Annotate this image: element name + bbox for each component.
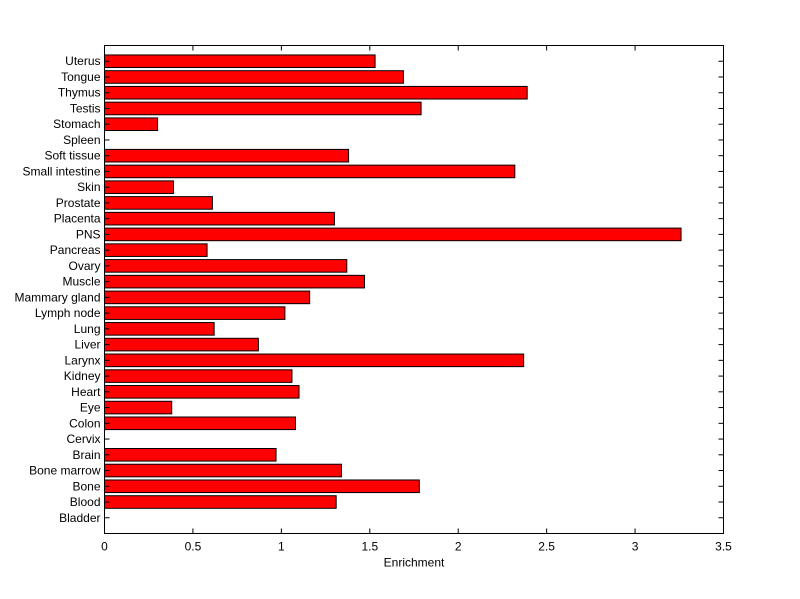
y-tick-label: Lymph node bbox=[35, 306, 101, 320]
bar-testis bbox=[104, 101, 422, 116]
bar-placenta bbox=[104, 211, 335, 226]
bar-ovary bbox=[104, 259, 348, 273]
bar-bone bbox=[104, 479, 420, 494]
bar-tongue bbox=[104, 70, 404, 84]
bar-soft-tissue bbox=[104, 148, 350, 163]
bar-kidney bbox=[104, 369, 293, 383]
bar-lung bbox=[104, 322, 215, 336]
y-tick-label: Soft tissue bbox=[44, 149, 100, 163]
y-tick-label: Placenta bbox=[54, 212, 101, 226]
bar-heart bbox=[104, 385, 300, 399]
bar-lymph-node bbox=[104, 306, 286, 320]
y-tick-label: Liver bbox=[74, 338, 100, 352]
y-tick-label: Blood bbox=[70, 495, 101, 509]
x-tick-label: 2.5 bbox=[538, 540, 555, 554]
bar-muscle bbox=[104, 274, 365, 289]
y-tick-label: Colon bbox=[69, 416, 100, 430]
bars-group bbox=[104, 54, 682, 509]
x-tick-label: 1.5 bbox=[361, 540, 378, 554]
bar-colon bbox=[104, 416, 297, 431]
bar-blood bbox=[104, 495, 337, 509]
y-tick-label: Heart bbox=[71, 385, 101, 399]
y-tick-label: Muscle bbox=[62, 275, 100, 289]
bar-thymus bbox=[104, 85, 528, 100]
bar-uterus bbox=[104, 54, 376, 69]
y-tick-label: Skin bbox=[77, 180, 100, 194]
y-tick-label: PNS bbox=[76, 227, 101, 241]
y-tick-label: Uterus bbox=[65, 54, 100, 68]
x-tick-label: 0 bbox=[101, 540, 108, 554]
x-tick-label: 0.5 bbox=[185, 540, 202, 554]
bar-prostate bbox=[104, 196, 213, 210]
bar-eye bbox=[104, 400, 173, 415]
bar-bone-marrow bbox=[104, 463, 342, 478]
bar-stomach bbox=[104, 117, 159, 132]
bar-mammary-gland bbox=[104, 290, 311, 305]
axes-box bbox=[104, 45, 724, 534]
x-tick-label: 3.5 bbox=[715, 540, 732, 554]
y-tick-label: Testis bbox=[70, 101, 101, 115]
x-axis-label: Enrichment bbox=[384, 556, 445, 570]
y-tick-label: Bone bbox=[72, 479, 100, 493]
y-tick-label: Bone marrow bbox=[29, 464, 101, 478]
x-ticks: 0 0.5 1 1.5 2 2.5 3 3.5 bbox=[101, 45, 732, 554]
bar-skin bbox=[104, 180, 174, 194]
y-tick-label: Larynx bbox=[64, 353, 100, 367]
bar-brain bbox=[104, 447, 277, 462]
y-tick-label: Prostate bbox=[56, 196, 101, 210]
x-tick-label: 1 bbox=[278, 540, 285, 554]
y-tick-label: Eye bbox=[80, 401, 101, 415]
bar-pns bbox=[104, 227, 682, 242]
y-tick-label: Spleen bbox=[63, 133, 100, 147]
bar-small-intestine bbox=[104, 164, 516, 179]
y-tick-label: Mammary gland bbox=[14, 290, 100, 304]
y-tick-label: Tongue bbox=[61, 70, 101, 84]
y-tick-label: Kidney bbox=[64, 369, 101, 383]
y-tick-label: Stomach bbox=[53, 117, 100, 131]
y-tick-label: Cervix bbox=[66, 432, 100, 446]
bar-larynx bbox=[104, 353, 525, 368]
y-tick-label: Brain bbox=[72, 448, 100, 462]
bar-pancreas bbox=[104, 243, 208, 257]
y-tick-label: Pancreas bbox=[50, 243, 101, 257]
y-tick-label: Small intestine bbox=[22, 164, 100, 178]
bar-liver bbox=[104, 337, 259, 352]
y-tick-label: Ovary bbox=[68, 259, 100, 273]
x-tick-label: 3 bbox=[632, 540, 639, 554]
y-tick-label: Thymus bbox=[58, 86, 101, 100]
y-tick-label: Bladder bbox=[59, 511, 100, 525]
y-tick-label: Lung bbox=[74, 322, 101, 336]
x-tick-label: 2 bbox=[455, 540, 462, 554]
